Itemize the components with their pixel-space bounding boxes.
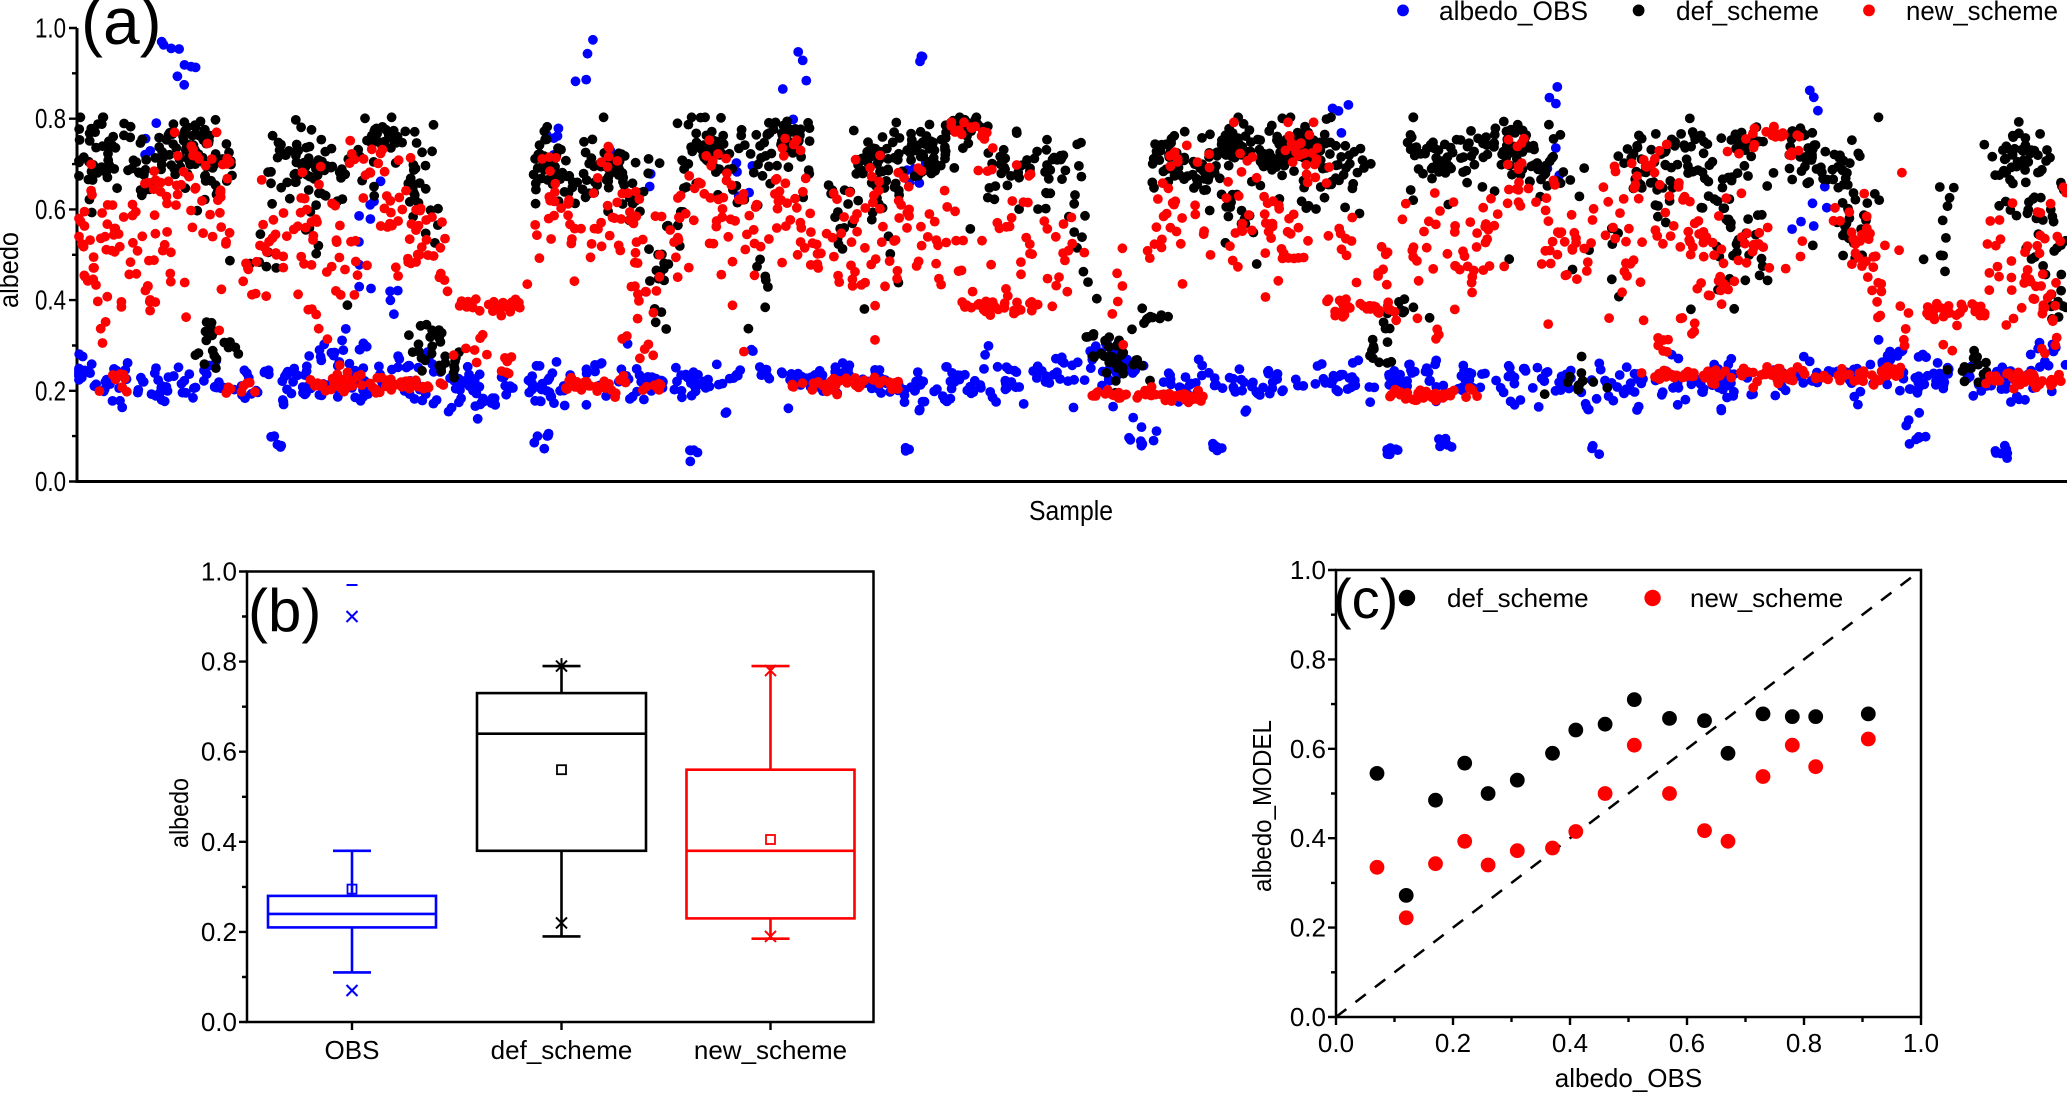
svg-text:new_scheme: new_scheme bbox=[1906, 0, 2058, 26]
svg-text:0.2: 0.2 bbox=[201, 917, 237, 947]
svg-text:0.0: 0.0 bbox=[1318, 1028, 1354, 1058]
svg-text:def_scheme: def_scheme bbox=[491, 1035, 633, 1065]
svg-text:0.6: 0.6 bbox=[1290, 734, 1326, 764]
svg-text:0.0: 0.0 bbox=[35, 466, 66, 497]
svg-text:albedo_OBS: albedo_OBS bbox=[1555, 1063, 1702, 1093]
svg-text:OBS: OBS bbox=[325, 1035, 380, 1065]
svg-text:0.4: 0.4 bbox=[1552, 1028, 1588, 1058]
svg-text:albedo_MODEL: albedo_MODEL bbox=[1247, 720, 1277, 892]
svg-text:def_scheme: def_scheme bbox=[1676, 0, 1819, 26]
svg-text:(a): (a) bbox=[81, 0, 162, 58]
svg-text:0.0: 0.0 bbox=[201, 1007, 237, 1037]
svg-text:0.6: 0.6 bbox=[201, 737, 237, 767]
svg-text:0.8: 0.8 bbox=[201, 647, 237, 677]
svg-text:albedo: albedo bbox=[0, 232, 24, 308]
svg-text:0.2: 0.2 bbox=[1290, 913, 1326, 943]
svg-text:new_scheme: new_scheme bbox=[694, 1035, 847, 1065]
svg-text:new_scheme: new_scheme bbox=[1690, 583, 1843, 613]
svg-text:1.0: 1.0 bbox=[1903, 1028, 1939, 1058]
svg-text:1.0: 1.0 bbox=[1290, 555, 1326, 585]
svg-text:0.4: 0.4 bbox=[201, 827, 237, 857]
svg-text:0.8: 0.8 bbox=[1290, 644, 1326, 674]
svg-text:0.8: 0.8 bbox=[1786, 1028, 1822, 1058]
svg-text:albedo_OBS: albedo_OBS bbox=[1439, 0, 1588, 26]
svg-text:(c): (c) bbox=[1333, 567, 1398, 630]
svg-text:albedo: albedo bbox=[164, 778, 194, 848]
svg-text:0.0: 0.0 bbox=[1290, 1002, 1326, 1032]
svg-text:0.2: 0.2 bbox=[1435, 1028, 1471, 1058]
svg-text:1.0: 1.0 bbox=[201, 557, 237, 587]
svg-text:0.6: 0.6 bbox=[35, 194, 66, 225]
svg-text:0.6: 0.6 bbox=[1669, 1028, 1705, 1058]
svg-text:def_scheme: def_scheme bbox=[1447, 583, 1589, 613]
svg-text:Sample: Sample bbox=[1029, 495, 1113, 526]
svg-text:(b): (b) bbox=[248, 577, 321, 644]
svg-text:0.2: 0.2 bbox=[35, 375, 66, 406]
svg-text:0.4: 0.4 bbox=[35, 285, 66, 316]
svg-text:0.4: 0.4 bbox=[1290, 823, 1326, 853]
svg-text:1.0: 1.0 bbox=[35, 13, 66, 44]
svg-text:0.8: 0.8 bbox=[35, 103, 66, 134]
